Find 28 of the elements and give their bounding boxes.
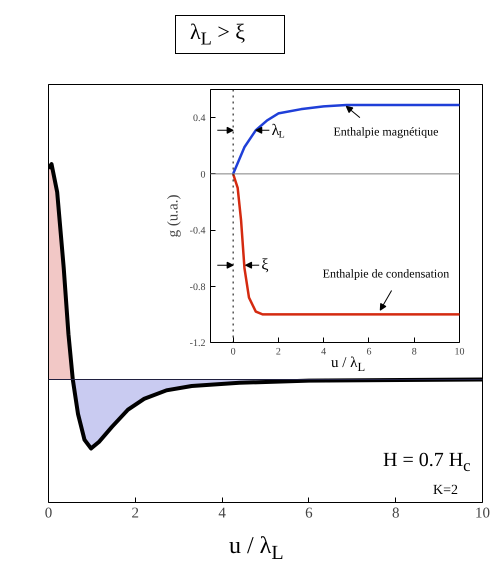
x-tick-label: 10	[454, 346, 464, 358]
x-tick-label: 4	[321, 346, 326, 358]
x-tick-label: 8	[412, 346, 417, 358]
x-tick-label: 10	[475, 506, 490, 522]
text: K=2	[433, 483, 458, 498]
x-tick-label: 2	[132, 506, 140, 522]
x-tick-label: 0	[44, 506, 52, 522]
line-series	[232, 172, 460, 316]
x-tick-label: 6	[305, 506, 314, 522]
x-tick-label: 2	[276, 346, 281, 358]
x-tick-label: 4	[218, 506, 226, 522]
chart-title: λ$_{L}$ > ξ	[190, 19, 246, 49]
y-tick-label: -0.8	[190, 282, 206, 293]
annotation: ξ	[261, 256, 269, 274]
x-axis-title: u / λ$_{L}$	[331, 355, 366, 375]
x-tick-label: 6	[366, 346, 372, 358]
y-tick-label: -1.2	[190, 338, 206, 349]
annotation: Enthalpie magnétique	[333, 124, 438, 139]
y-tick-label: -0.4	[190, 226, 206, 237]
annotation: Enthalpie de condensation	[322, 266, 450, 281]
y-tick-label: 0.4	[193, 113, 206, 124]
line-series	[232, 104, 460, 176]
x-tick-label: 0	[230, 346, 236, 358]
text: H = 0.7 H$_{c}$	[383, 449, 471, 476]
x-axis-title: u / λ$_{L}$	[229, 533, 284, 564]
y-axis-title: g (u.a.)	[166, 194, 182, 238]
x-tick-label: 8	[392, 506, 400, 522]
y-tick-label: 0	[200, 169, 206, 180]
